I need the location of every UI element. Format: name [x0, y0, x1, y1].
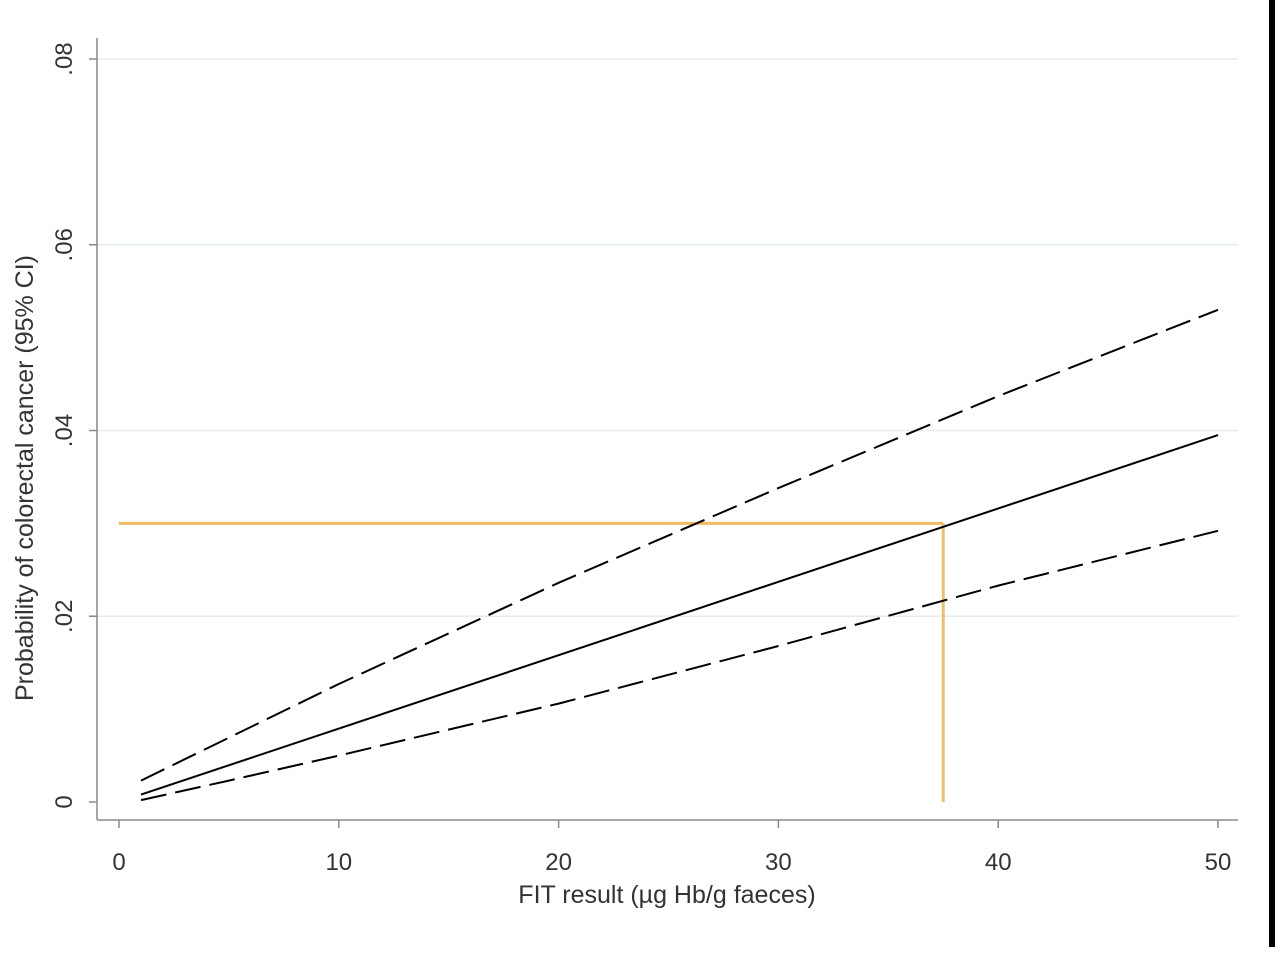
- x-tick-label: 30: [765, 849, 792, 876]
- axes: [96, 38, 1238, 821]
- series-line-upper-ci: [140, 308, 1219, 782]
- grid-lines: [97, 58, 1238, 617]
- series-line-lower-ci: [140, 529, 1219, 802]
- x-tick-label: 40: [985, 849, 1012, 876]
- y-tick-label: .04: [51, 414, 78, 447]
- x-tick-label: 20: [545, 849, 572, 876]
- x-axis-title: FIT result (µg Hb/g faeces): [518, 881, 815, 909]
- series-line-estimate: [140, 434, 1219, 796]
- y-tick-label: .06: [51, 228, 78, 261]
- y-axis-title: Probability of colorectal cancer (95% CI…: [11, 255, 39, 701]
- y-tick-label: .08: [51, 42, 78, 75]
- reference-lines: [119, 521, 945, 802]
- x-tick-label: 50: [1205, 849, 1232, 876]
- ticks: 0 .02 .04 .06 .08 0 10 20 30 40 50: [51, 42, 1231, 876]
- y-tick-label: .02: [51, 600, 78, 633]
- series-lines: [140, 308, 1219, 802]
- x-tick-label: 0: [112, 849, 125, 876]
- y-tick-label: 0: [51, 795, 78, 808]
- x-tick-label: 10: [325, 849, 352, 876]
